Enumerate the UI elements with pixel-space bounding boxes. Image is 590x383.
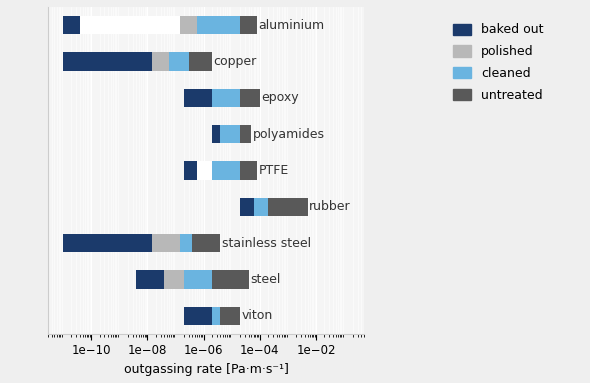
Bar: [212, 89, 240, 107]
Bar: [184, 89, 212, 107]
Bar: [63, 16, 80, 34]
X-axis label: outgassing rate [Pa·m·s⁻¹]: outgassing rate [Pa·m·s⁻¹]: [123, 363, 289, 376]
Bar: [240, 198, 254, 216]
Bar: [254, 198, 268, 216]
Bar: [192, 234, 221, 252]
Text: copper: copper: [214, 55, 257, 68]
Text: viton: viton: [242, 309, 273, 322]
Text: polyamides: polyamides: [253, 128, 325, 141]
Bar: [181, 234, 192, 252]
Bar: [221, 307, 240, 325]
Bar: [169, 52, 189, 70]
Bar: [184, 307, 212, 325]
Bar: [63, 52, 152, 70]
Bar: [152, 234, 181, 252]
Text: epoxy: epoxy: [261, 91, 299, 104]
Text: rubber: rubber: [309, 200, 351, 213]
Bar: [212, 161, 240, 180]
Text: stainless steel: stainless steel: [222, 237, 312, 250]
Bar: [212, 307, 221, 325]
Legend: baked out, polished, cleaned, untreated: baked out, polished, cleaned, untreated: [449, 20, 548, 105]
Bar: [189, 52, 212, 70]
Bar: [197, 161, 212, 180]
Bar: [240, 16, 257, 34]
Bar: [197, 16, 240, 34]
Text: steel: steel: [250, 273, 281, 286]
Bar: [164, 270, 184, 289]
Bar: [221, 125, 240, 143]
Bar: [240, 89, 260, 107]
Bar: [152, 52, 169, 70]
Bar: [80, 16, 181, 34]
Bar: [240, 125, 251, 143]
Bar: [268, 198, 307, 216]
Bar: [184, 270, 212, 289]
Bar: [184, 161, 197, 180]
Bar: [63, 234, 152, 252]
Bar: [212, 270, 248, 289]
Text: PTFE: PTFE: [259, 164, 289, 177]
Bar: [181, 16, 197, 34]
Bar: [212, 125, 221, 143]
Bar: [240, 161, 257, 180]
Bar: [136, 270, 164, 289]
Text: aluminium: aluminium: [259, 19, 325, 32]
